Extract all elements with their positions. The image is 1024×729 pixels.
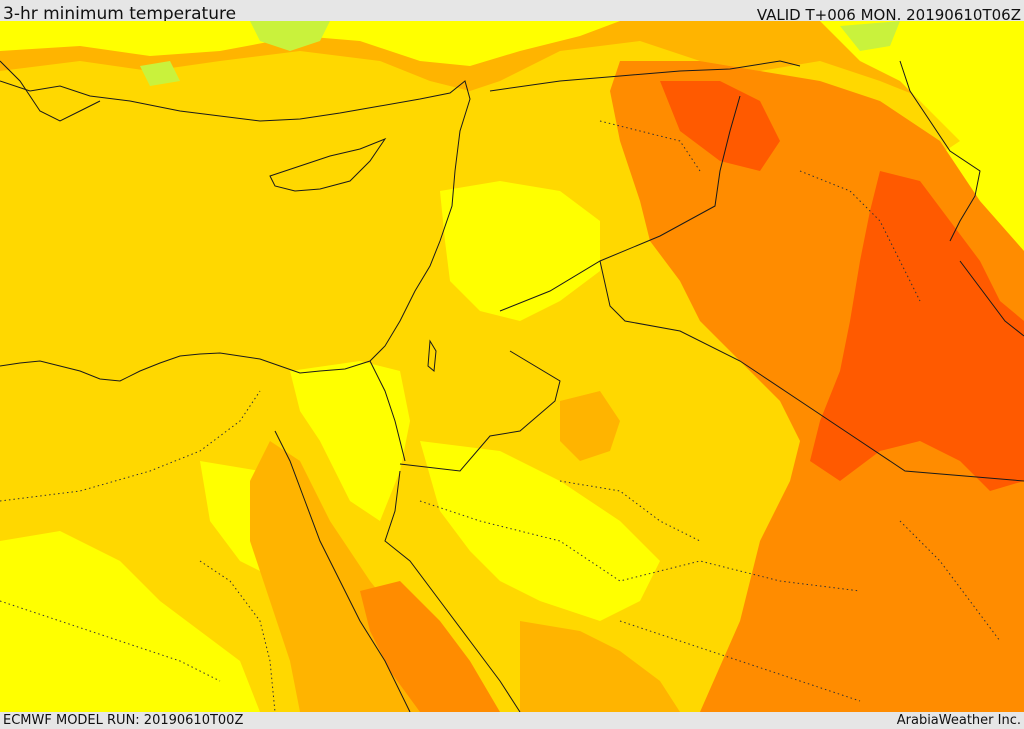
fill-green-ne [840,21,900,51]
fill-amber-saudi [560,391,620,461]
border-jordan-iraq [599,260,1024,482]
admin-boundary-1 [0,390,261,502]
temperature-map-svg [0,21,1024,712]
border-egypt-israel [369,360,406,462]
border-jordan-saudi [399,350,561,472]
fill-redorange-east [810,171,1024,491]
coastline-cyprus [269,137,387,192]
mediterranean-sea [0,91,460,371]
credit-label: ArabiaWeather Inc. [896,713,1021,728]
fill-amber-central [520,621,680,712]
model-run-label: ECMWF MODEL RUN: 20190610T00Z [3,713,244,728]
border-turkey-syria [489,60,801,92]
weather-map [0,21,1024,712]
border-syria-iraq [499,95,741,312]
fill-green-north [250,21,330,51]
coastline-redsea-west [274,430,411,712]
coastline-mediterranean [0,80,471,382]
title-bar: 3-hr minimum temperature VALID T+006 MON… [0,0,1024,24]
fill-redorange-east2 [660,81,780,171]
coastline-gulf [959,260,1024,337]
fill-yellow-arabia [420,441,660,621]
admin-boundary-6 [619,620,861,702]
fill-deeporange-redsea [360,581,500,712]
coastline-aegean [0,60,101,122]
footer-bar: ECMWF MODEL RUN: 20190610T00Z ArabiaWeat… [0,712,1024,729]
fill-yellow-north [0,21,620,66]
coastline-redsea-east [384,470,521,712]
valid-time: VALID T+006 MON. 20190610T06Z [756,6,1021,24]
admin-boundary-7 [0,600,221,682]
border-iraq-iran [899,60,981,242]
fill-yellow-west [0,531,260,712]
admin-boundary-9 [899,520,1001,642]
fill-yellow-levant [440,181,600,321]
admin-boundary-2 [419,500,861,592]
coastline-dead-sea [427,339,437,372]
fill-yellow-sinai [290,361,410,521]
map-title: 3-hr minimum temperature [3,4,237,24]
admin-boundary-4 [599,120,701,172]
fill-green-nw [140,61,180,86]
admin-boundary-3 [559,480,701,542]
admin-boundary-8 [199,560,276,712]
